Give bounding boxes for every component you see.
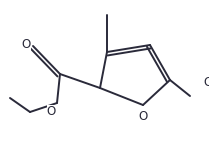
Text: O: O <box>22 39 31 52</box>
Text: Cl: Cl <box>203 77 209 89</box>
Text: O: O <box>47 105 56 118</box>
Text: O: O <box>138 110 148 123</box>
